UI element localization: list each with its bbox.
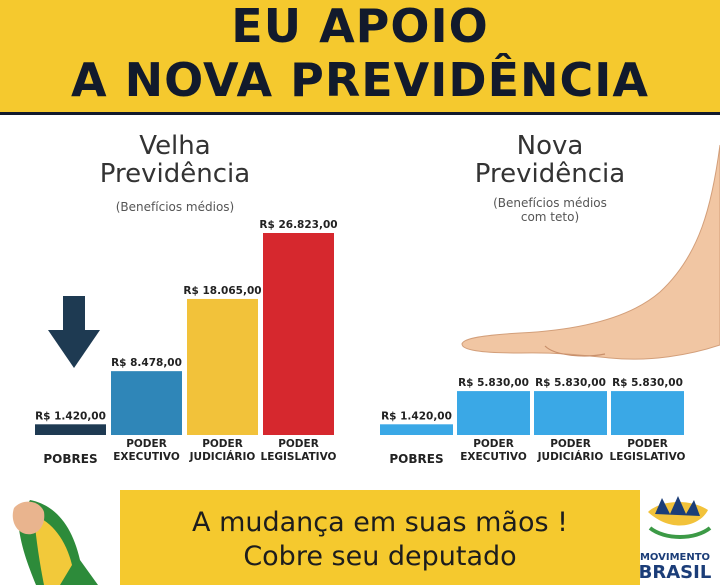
- old-category-label-2: PODER EXECUTIVO: [113, 438, 180, 463]
- raised-fist-flag-icon: [0, 490, 120, 585]
- old-category-label-1: POBRES: [43, 452, 97, 466]
- old-bar-2: [111, 371, 182, 435]
- old-value-label-4: R$ 26.823,00: [259, 219, 337, 231]
- logo-label-movimento: MOVIMENTO: [639, 552, 711, 563]
- new-value-label-3: R$ 5.830,00: [535, 377, 606, 389]
- new-category-label-2: PODER EXECUTIVO: [460, 438, 527, 463]
- new-bar-3: [534, 391, 607, 435]
- new-bar-4: [611, 391, 684, 435]
- bar-groups: R$ 1.420,00 POBRES R$ 8.478,00 PODER EXECUTI…: [35, 219, 686, 466]
- new-bar-1: [380, 424, 453, 435]
- old-bar-4: [263, 233, 334, 435]
- old-bar-3: [187, 298, 258, 435]
- banner-title-line-2: A NOVA PREVIDÊNCIA: [71, 53, 649, 107]
- new-category-label-4: PODER LEGISLATIVO: [610, 438, 686, 463]
- logo-label-brasil: BRASIL: [638, 562, 712, 583]
- old-value-label-3: R$ 18.065,00: [183, 285, 261, 297]
- new-value-label-4: R$ 5.830,00: [612, 377, 683, 389]
- old-chart-title: Velha Previdência: [99, 131, 251, 189]
- down-arrow-icon: [48, 296, 100, 368]
- banner-title-line-1: EU APOIO: [231, 0, 489, 53]
- new-chart-title: Nova Previdência: [474, 131, 626, 189]
- old-category-label-4: PODER LEGISLATIVO: [261, 438, 337, 463]
- new-bar-2: [457, 391, 530, 435]
- new-chart-subtitle: (Benefícios médios com teto): [493, 196, 607, 224]
- old-category-label-3: PODER JUDICIÁRIO: [189, 438, 256, 463]
- new-category-label-3: PODER JUDICIÁRIO: [537, 438, 604, 463]
- movimento-brasil-logo: [648, 496, 712, 539]
- new-value-label-2: R$ 5.830,00: [458, 377, 529, 389]
- old-value-label-1: R$ 1.420,00: [35, 410, 106, 422]
- new-value-label-1: R$ 1.420,00: [381, 410, 452, 422]
- old-chart-subtitle: (Benefícios médios): [115, 200, 235, 214]
- footer-line-1: A mudança em suas mãos !: [192, 507, 568, 538]
- old-bar-1: [35, 424, 106, 435]
- banner-divider: [0, 112, 720, 115]
- footer-banner: [120, 490, 640, 585]
- old-value-label-2: R$ 8.478,00: [111, 357, 182, 369]
- hand-icon: [461, 144, 720, 360]
- footer-line-2: Cobre seu deputado: [243, 541, 517, 572]
- new-category-label-1: POBRES: [389, 452, 443, 466]
- title-banner: [0, 0, 720, 112]
